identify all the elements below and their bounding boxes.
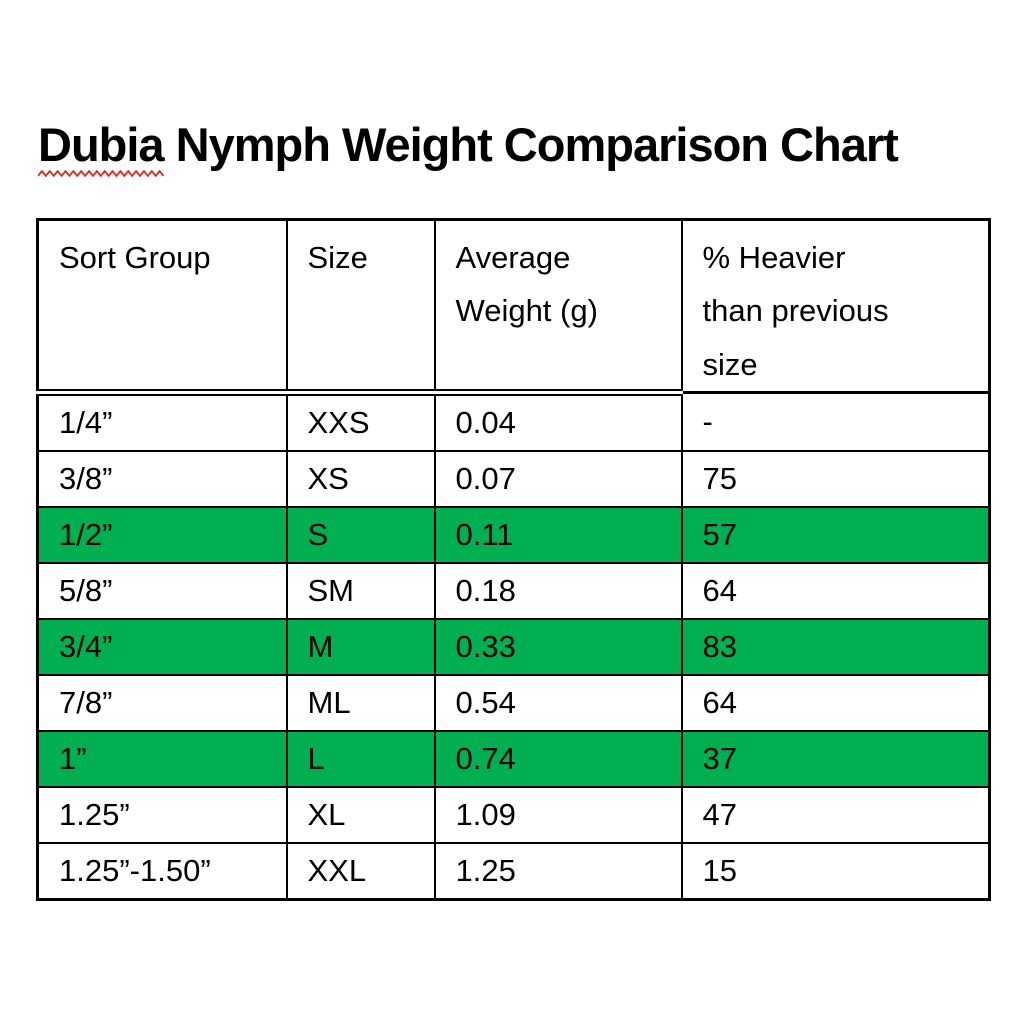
cell-pct-heavier: 47 — [680, 785, 991, 844]
header-row: Sort Group Size Average Weight (g) % Hea… — [36, 218, 991, 396]
table-row: 3/8” XS 0.07 75 — [36, 449, 991, 508]
table-row: 7/8” ML 0.54 64 — [36, 673, 991, 732]
table-row: 1/4” XXS 0.04 - — [36, 391, 991, 452]
cell-sort-group: 1.25” — [36, 785, 288, 844]
cell-size: XXS — [285, 391, 436, 452]
misspelled-word: Dubia — [38, 118, 165, 177]
table-row: 3/4” M 0.33 83 — [36, 617, 991, 676]
cell-size: S — [285, 505, 436, 564]
table-row: 5/8” SM 0.18 64 — [36, 561, 991, 620]
spellcheck-squiggle-icon — [38, 170, 164, 177]
header-pct-heavier: % Heavier than previous size — [680, 218, 991, 394]
table-body: 1/4” XXS 0.04 - 3/8” XS 0.07 75 1/2” S 0… — [36, 391, 991, 901]
cell-size: XXL — [285, 841, 436, 901]
cell-pct-heavier: 57 — [680, 505, 991, 564]
cell-pct-heavier: - — [680, 391, 991, 452]
cell-pct-heavier: 83 — [680, 617, 991, 676]
cell-average-weight: 0.74 — [433, 729, 683, 788]
cell-sort-group: 3/4” — [36, 617, 288, 676]
cell-size: SM — [285, 561, 436, 620]
header-size: Size — [285, 218, 436, 396]
cell-average-weight: 0.18 — [433, 561, 683, 620]
cell-average-weight: 0.11 — [433, 505, 683, 564]
cell-average-weight: 0.54 — [433, 673, 683, 732]
table-row: 1.25”-1.50” XXL 1.25 15 — [36, 841, 991, 901]
cell-average-weight: 0.07 — [433, 449, 683, 508]
table-row: 1.25” XL 1.09 47 — [36, 785, 991, 844]
cell-sort-group: 5/8” — [36, 561, 288, 620]
cell-sort-group: 1” — [36, 729, 288, 788]
weight-comparison-table: Sort Group Size Average Weight (g) % Hea… — [36, 218, 991, 901]
table-row: 1/2” S 0.11 57 — [36, 505, 991, 564]
cell-sort-group: 1.25”-1.50” — [36, 841, 288, 901]
cell-size: XS — [285, 449, 436, 508]
header-average-weight: Average Weight (g) — [433, 218, 683, 396]
cell-size: ML — [285, 673, 436, 732]
cell-average-weight: 0.04 — [433, 391, 683, 452]
cell-average-weight: 1.09 — [433, 785, 683, 844]
cell-pct-heavier: 15 — [680, 841, 991, 901]
cell-size: XL — [285, 785, 436, 844]
cell-average-weight: 1.25 — [433, 841, 683, 901]
header-sort-group: Sort Group — [36, 218, 288, 396]
cell-pct-heavier: 64 — [680, 673, 991, 732]
title-word-dubia: Dubia — [38, 118, 165, 171]
cell-average-weight: 0.33 — [433, 617, 683, 676]
cell-size: L — [285, 729, 436, 788]
page-title: Dubia Nymph Weight Comparison Chart — [38, 118, 899, 177]
cell-sort-group: 1/2” — [36, 505, 288, 564]
cell-pct-heavier: 64 — [680, 561, 991, 620]
cell-sort-group: 3/8” — [36, 449, 288, 508]
cell-sort-group: 7/8” — [36, 673, 288, 732]
table-row: 1” L 0.74 37 — [36, 729, 991, 788]
title-rest: Nymph Weight Comparison Chart — [163, 118, 899, 171]
cell-pct-heavier: 37 — [680, 729, 991, 788]
cell-size: M — [285, 617, 436, 676]
cell-sort-group: 1/4” — [36, 391, 288, 452]
cell-pct-heavier: 75 — [680, 449, 991, 508]
